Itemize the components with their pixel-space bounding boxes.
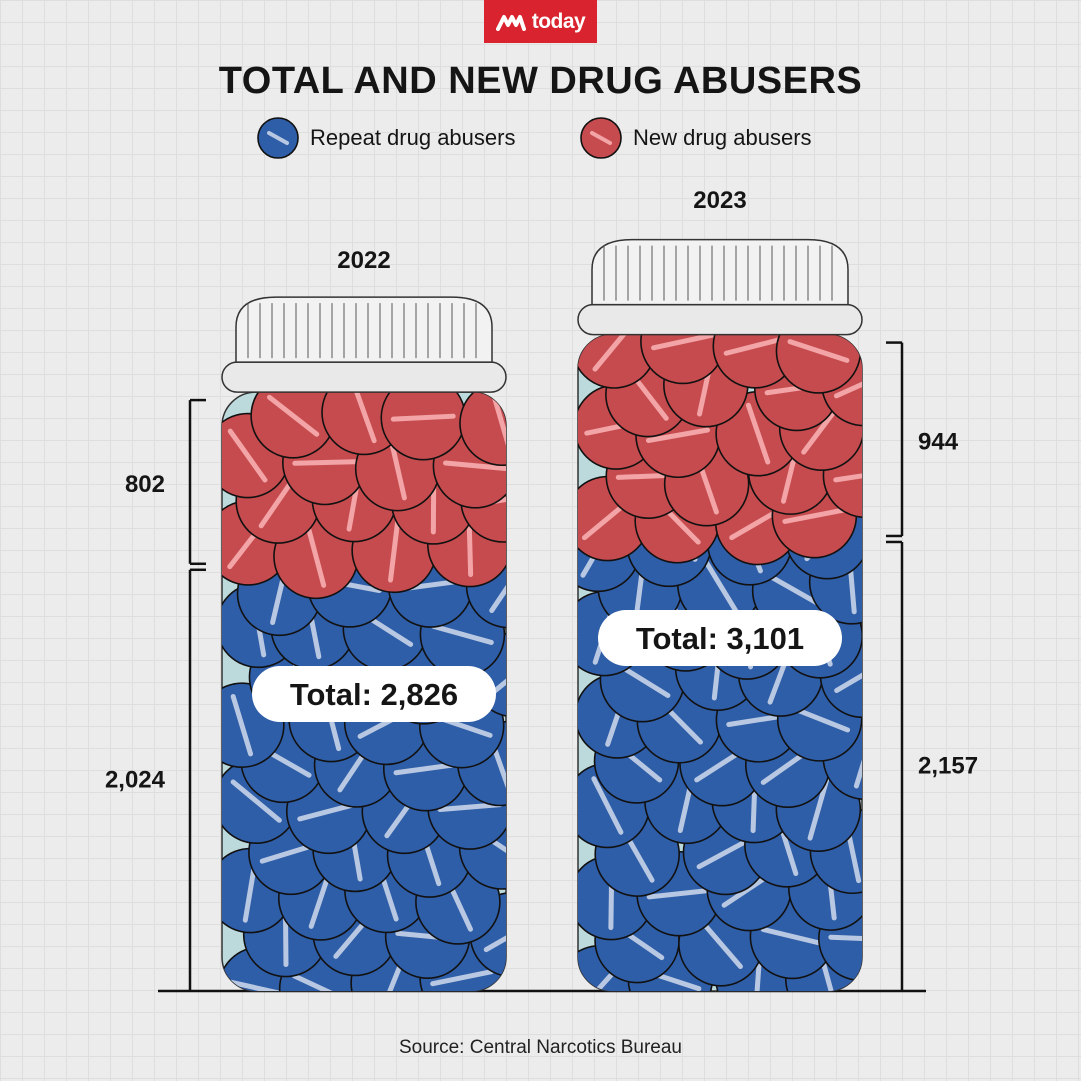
- legend-item-new: New drug abusers: [579, 116, 812, 160]
- category-label-2023: 2023: [693, 187, 746, 214]
- total-badge-2023: [598, 610, 842, 666]
- jar-lid: [235, 296, 493, 363]
- total-label-2023: Total: 3,101: [636, 621, 804, 656]
- legend-item-repeat: Repeat drug abusers: [256, 116, 515, 160]
- jar-neck: [221, 361, 507, 393]
- jar-2022: 2022 802 2,024 Total: 2,826: [105, 247, 507, 992]
- jar-neck: [577, 303, 863, 336]
- jar-lid: [591, 238, 849, 306]
- value-label-new-2022: 802: [125, 471, 165, 498]
- jar-2023: 2023 944 2,157 Total: 3,101: [577, 187, 978, 992]
- category-label-2022: 2022: [337, 247, 390, 274]
- brand-mark-icon: [495, 14, 526, 31]
- source-note: Source: Central Narcotics Bureau: [398, 1037, 682, 1058]
- total-badge-2022: [252, 666, 496, 722]
- pill-new: [459, 392, 506, 467]
- legend-label-new: New drug abusers: [633, 125, 812, 150]
- pill-new: [380, 392, 467, 461]
- red-pill-icon: [580, 117, 622, 159]
- legend-label-repeat: Repeat drug abusers: [310, 125, 516, 150]
- value-label-new-2023: 944: [918, 428, 959, 455]
- blue-pill-icon: [257, 117, 299, 159]
- brand-logo: today: [484, 0, 597, 43]
- chart-title: TOTAL AND NEW DRUG ABUSERS: [218, 60, 863, 102]
- brand-logo-text: today: [531, 9, 586, 33]
- total-label-2022: Total: 2,826: [290, 677, 458, 712]
- chart-legend: Repeat drug abusers New drug abusers: [0, 116, 1081, 162]
- value-label-repeat-2023: 2,157: [918, 752, 978, 779]
- value-label-repeat-2022: 2,024: [105, 766, 166, 793]
- pills-2023: [578, 334, 862, 992]
